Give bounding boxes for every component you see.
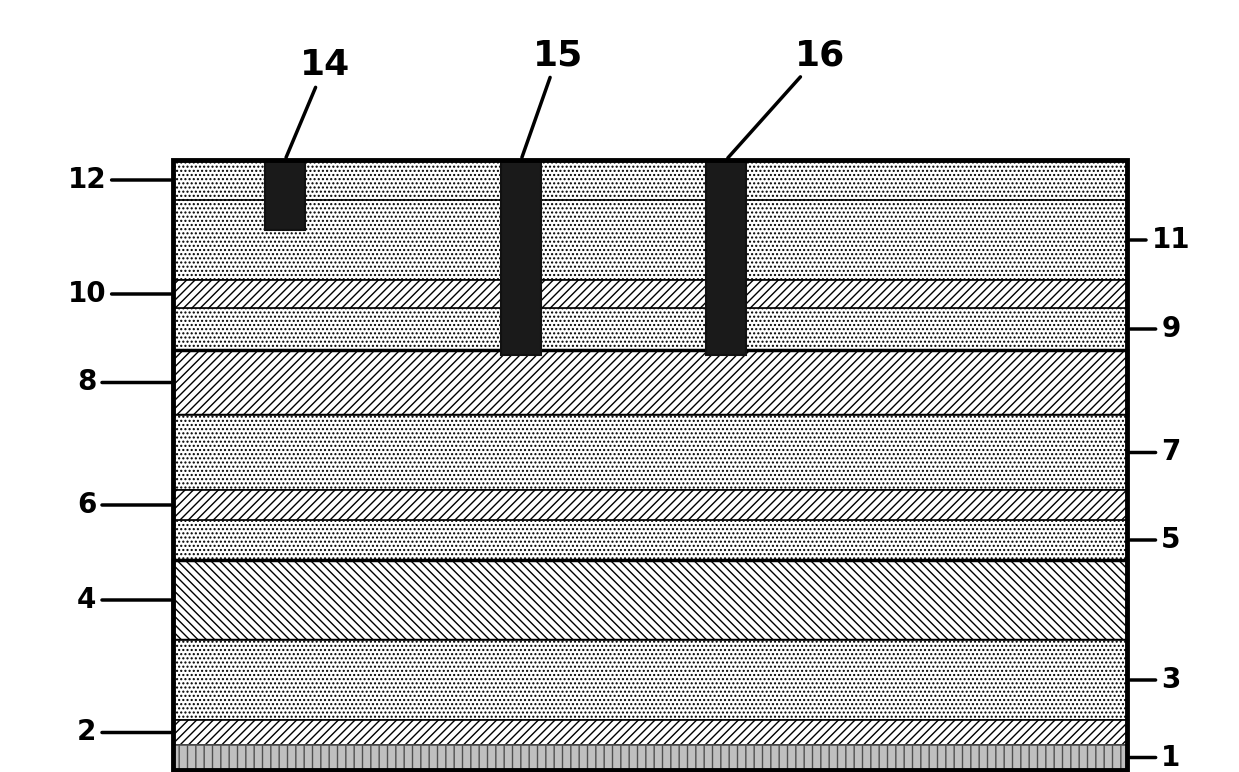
Text: 7: 7 [1130, 438, 1181, 466]
Bar [173, 745, 1127, 770]
Bar [706, 160, 746, 355]
Bar [173, 415, 1127, 490]
Text: 11: 11 [1130, 226, 1191, 254]
Bar [173, 280, 1127, 308]
Bar [173, 640, 1127, 720]
Bar [173, 200, 1127, 280]
Bar [173, 490, 1127, 520]
Text: 12: 12 [67, 166, 171, 194]
Text: 15: 15 [522, 38, 584, 157]
Bar [173, 350, 1127, 415]
Text: 2: 2 [77, 719, 171, 747]
Bar [265, 160, 305, 230]
Text: 4: 4 [77, 586, 171, 614]
Text: 6: 6 [77, 491, 171, 519]
Bar [173, 560, 1127, 640]
Bar [173, 308, 1127, 350]
Text: 8: 8 [77, 368, 171, 397]
Bar [501, 160, 541, 355]
Bar [173, 160, 1127, 200]
Text: 14: 14 [286, 48, 351, 157]
Text: 9: 9 [1130, 315, 1181, 343]
Bar [173, 160, 1127, 770]
Bar [173, 520, 1127, 560]
Text: 16: 16 [727, 38, 845, 158]
Text: 5: 5 [1130, 526, 1181, 554]
Text: 1: 1 [1130, 743, 1181, 771]
Text: 3: 3 [1130, 666, 1181, 694]
Bar [173, 720, 1127, 745]
Text: 10: 10 [67, 280, 171, 308]
